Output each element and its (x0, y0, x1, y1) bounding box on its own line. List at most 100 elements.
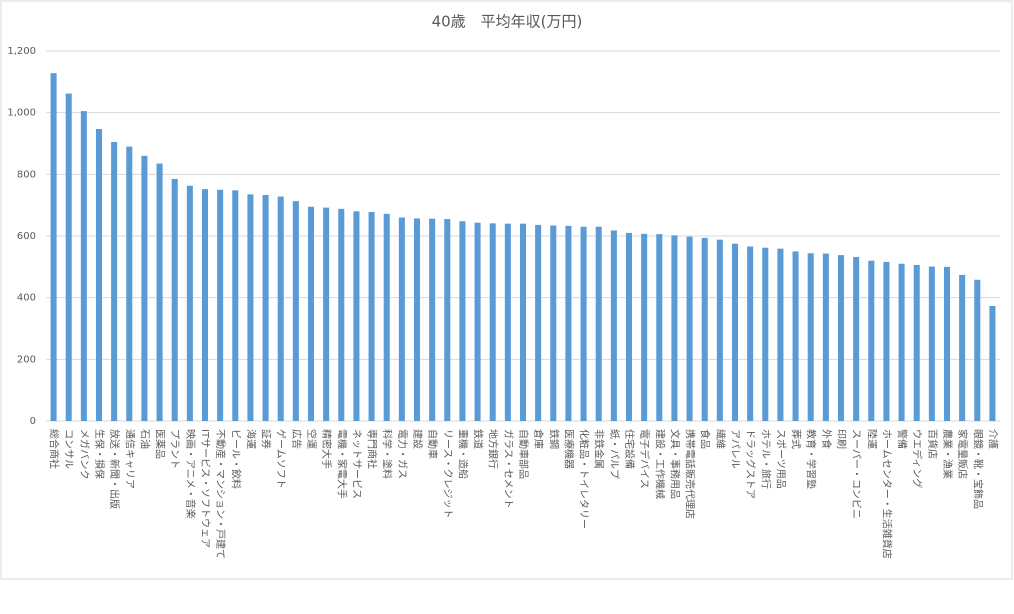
x-tick-label: 通信キャリア (123, 429, 135, 489)
x-tick-label: ITサービス・ソフトウェア (199, 429, 211, 548)
x-tick-label: 映画・アニメ・音楽 (184, 429, 197, 519)
x-tick-label: ホテル・旅行 (759, 429, 772, 489)
x-tick-label: 地方銀行 (487, 429, 500, 469)
x-tick-label: 自動車部品 (517, 429, 530, 479)
x-tick-label: 教育・学習塾 (805, 429, 818, 489)
x-tick-label: 百貨店 (926, 429, 939, 459)
x-tick-label: 非鉄金属 (593, 429, 606, 469)
bar (943, 266, 951, 421)
x-tick-label: ホームセンター・生活雑貨店 (880, 429, 893, 559)
bar (868, 260, 875, 421)
bar (853, 256, 860, 421)
x-tick-label: 建設・工作機械 (653, 429, 666, 499)
x-tick-label: スポーツ用品 (774, 429, 786, 489)
x-tick-label: コンサル (63, 429, 75, 469)
x-tick-label: ビール・飲料 (229, 429, 242, 489)
bar (111, 141, 118, 422)
bar (80, 111, 87, 421)
x-tick-label: 電力・ガス (396, 429, 409, 479)
bar (837, 255, 845, 421)
bar (459, 221, 466, 421)
bar (368, 211, 375, 421)
y-tick-label: 200 (17, 354, 36, 365)
bar (580, 226, 587, 421)
x-tick-label: 農業・漁業 (941, 429, 954, 479)
x-tick-label: プラント (169, 429, 181, 469)
x-tick-label: 陸運 (865, 429, 878, 449)
x-tick-label: 紙・パルプ (608, 429, 621, 479)
bar (898, 263, 905, 421)
x-tick-label: 外食 (820, 429, 833, 449)
bar (565, 225, 572, 421)
x-tick-label: 精密大手 (320, 429, 333, 469)
x-tick-label: 携帯電話販売代理店 (684, 429, 697, 519)
x-tick-label: スーパー・コンビニ (850, 429, 862, 519)
x-tick-label: 文具・事務用品 (668, 429, 681, 499)
bar (232, 190, 239, 421)
bar (201, 189, 209, 421)
x-tick-label: ドラッグストア (744, 429, 757, 499)
bar (277, 196, 284, 421)
x-tick-label: 住宅設備 (623, 429, 636, 469)
bar (610, 230, 617, 421)
bar (444, 219, 451, 421)
x-tick-label: 食品 (699, 429, 712, 449)
y-tick-label: 1,200 (7, 46, 36, 57)
bar (429, 218, 436, 421)
bar (822, 253, 829, 421)
bar (913, 264, 920, 421)
bar (217, 189, 224, 421)
bar (625, 232, 633, 421)
bar (807, 253, 814, 421)
x-tick-label: 不動産・マンション・戸建て (214, 429, 227, 559)
y-tick-label: 400 (17, 293, 36, 304)
bar (474, 222, 481, 421)
bar (171, 178, 178, 421)
x-tick-label: ガラス・セメント (502, 429, 514, 509)
bar (398, 217, 405, 421)
bar (716, 239, 723, 421)
y-tick-label: 1,000 (7, 108, 36, 119)
bar (262, 194, 269, 421)
bar (777, 248, 784, 421)
bar (792, 251, 799, 421)
bar (883, 261, 890, 421)
x-tick-label: 石油 (138, 429, 151, 449)
bar (959, 274, 966, 421)
x-tick-label: 介護 (986, 429, 999, 449)
x-tick-label: 電子デバイス (638, 429, 651, 489)
bar (641, 233, 648, 421)
bar (519, 223, 527, 421)
bar (535, 224, 542, 421)
bar (974, 279, 981, 421)
bar (353, 211, 360, 421)
x-tick-label: 科学・塗料 (381, 429, 394, 479)
bar (731, 243, 739, 421)
x-tick-label: 電機・家電大手 (335, 429, 348, 499)
x-tick-label: 繊維 (714, 429, 727, 449)
bar (504, 223, 511, 421)
bar (989, 305, 996, 421)
x-tick-label: 眼鏡・靴・宝飾品 (971, 429, 984, 509)
x-tick-label: 専門商社 (366, 429, 379, 469)
bar (595, 226, 602, 421)
bar (671, 235, 678, 421)
x-tick-label: 空運 (305, 429, 318, 449)
bar (95, 129, 103, 421)
x-tick-label: 総合商社 (48, 429, 61, 469)
x-tick-label: 自動車 (426, 429, 439, 459)
bar (292, 201, 299, 421)
x-tick-label: アパレル (729, 429, 741, 469)
x-tick-label: 警備 (896, 429, 909, 449)
x-tick-label: メガバンク (78, 429, 90, 480)
x-tick-label: 重機・造船 (456, 429, 469, 479)
bar (50, 73, 57, 421)
x-tick-label: 化粧品・トイレタリー (578, 429, 591, 529)
bar (186, 185, 193, 421)
bar (747, 246, 754, 421)
bar (338, 208, 345, 421)
bar (686, 236, 693, 421)
x-tick-label: 建設 (411, 429, 424, 449)
x-tick-label: ゲームソフト (275, 429, 287, 489)
chart-title: 40歳 平均年収(万円) (432, 13, 583, 31)
